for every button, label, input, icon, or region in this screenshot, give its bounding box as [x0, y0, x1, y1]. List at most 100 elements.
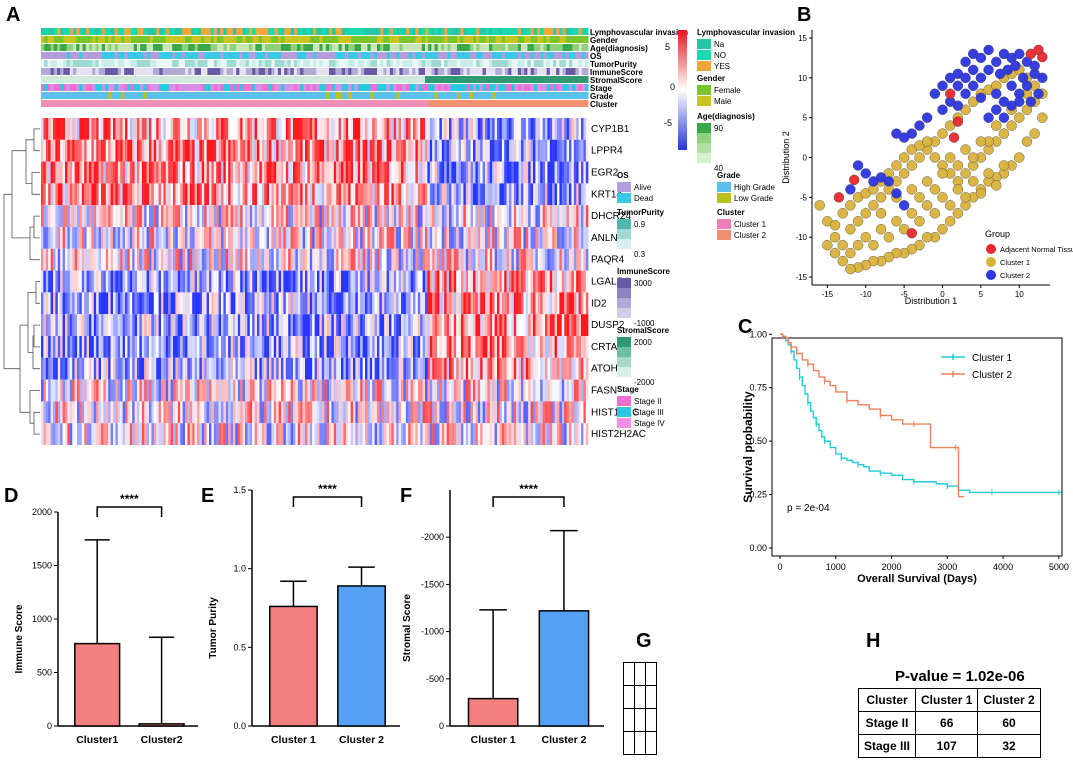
track-cell	[309, 52, 314, 59]
heatmap-cell	[470, 336, 474, 358]
track-cell	[338, 52, 343, 59]
track-cell	[476, 100, 480, 107]
track-cell	[79, 76, 83, 83]
track-cell	[489, 100, 493, 107]
heatmap-cell	[158, 183, 162, 206]
heatmap-cell	[182, 183, 186, 206]
heatmap-cell	[48, 118, 51, 140]
heatmap-cell	[444, 248, 447, 271]
track-cell	[82, 52, 87, 59]
heatmap-cell	[473, 227, 476, 249]
heatmap-cell	[578, 270, 582, 293]
track-cell	[479, 100, 483, 107]
track-cell	[271, 28, 275, 35]
heatmap-cell	[189, 270, 193, 293]
heatmap-cell	[353, 401, 356, 424]
track-cell	[297, 84, 301, 91]
heatmap-cell	[139, 423, 142, 445]
heatmap-cell	[62, 336, 66, 358]
heatmap-cell	[331, 336, 334, 358]
heatmap-cell	[139, 118, 142, 140]
heatmap-cell	[163, 270, 166, 293]
heatmap-cell	[81, 270, 85, 293]
heatmap-cell	[120, 401, 123, 424]
heatmap-cell	[477, 314, 481, 336]
track-cell	[217, 76, 221, 83]
track-cell	[380, 36, 384, 43]
track-cell	[370, 60, 375, 67]
heatmap-cell	[458, 183, 462, 206]
heatmap-cell	[144, 357, 147, 380]
heatmap-cell	[504, 248, 507, 271]
heatmap-cell	[50, 139, 54, 162]
heatmap-cell	[523, 336, 526, 358]
heatmap-cell	[72, 357, 75, 380]
heatmap-cell	[415, 270, 418, 293]
track-cell	[415, 28, 419, 35]
heatmap-cell	[194, 227, 198, 249]
heatmap-cell	[149, 379, 152, 402]
heatmap-cell	[362, 205, 366, 227]
heatmap-cell	[489, 270, 493, 293]
heatmap-cell	[374, 248, 378, 271]
heatmap-cell	[372, 270, 375, 293]
heatmap-cell	[540, 336, 543, 358]
heatmap-cell	[261, 292, 265, 315]
heatmap-cell	[333, 357, 337, 380]
heatmap-cell	[285, 118, 289, 140]
heatmap-cell	[357, 118, 361, 140]
heatmap-cell	[41, 139, 44, 162]
heatmap-cell	[302, 205, 306, 227]
track-cell	[188, 44, 192, 51]
heatmap-cell	[72, 161, 75, 184]
heatmap-cell	[504, 161, 507, 184]
heatmap-cell	[564, 227, 567, 249]
track-cell	[290, 92, 295, 99]
track-cell	[53, 52, 58, 59]
track-cell	[338, 100, 343, 107]
heatmap-cell	[492, 401, 495, 424]
track-cell	[447, 60, 451, 67]
heatmap-cell	[158, 357, 162, 380]
heatmap-cell	[72, 118, 75, 140]
heatmap-cell	[223, 161, 226, 184]
heatmap-cell	[156, 401, 159, 424]
track-cell	[434, 84, 439, 91]
heatmap-cell	[377, 183, 380, 206]
track-cell	[111, 100, 115, 107]
track-cell	[181, 84, 186, 91]
gene-label: ANLN	[591, 233, 618, 244]
track-cell	[41, 84, 45, 91]
heatmap-cell	[317, 205, 320, 227]
track-cell	[479, 36, 483, 43]
heatmap-cell	[545, 161, 548, 184]
heatmap-cell	[475, 357, 478, 380]
track-cell	[460, 28, 464, 35]
heatmap-cell	[115, 183, 118, 206]
heatmap-cell	[391, 314, 394, 336]
track-cell	[143, 60, 147, 67]
track-cell	[66, 76, 71, 83]
heatmap-cell	[398, 336, 402, 358]
heatmap-cell	[213, 314, 217, 336]
heatmap-cell	[153, 227, 157, 249]
track-cell	[332, 100, 336, 107]
heatmap-cell	[158, 161, 162, 184]
heatmap-cell	[223, 227, 226, 249]
heatmap-cell	[331, 183, 334, 206]
track-cell	[143, 52, 147, 59]
heatmap-cell	[540, 248, 543, 271]
heatmap-cell	[84, 379, 87, 402]
heatmap-cell	[230, 118, 234, 140]
track-cell	[508, 100, 512, 107]
track-cell	[127, 52, 131, 59]
track-cell	[284, 92, 288, 99]
heatmap-cell	[329, 139, 332, 162]
heatmap-cell	[319, 227, 322, 249]
heatmap-cell	[501, 314, 505, 336]
heatmap-cell	[446, 314, 450, 336]
track-cell	[143, 92, 147, 99]
track-cell	[194, 84, 199, 91]
track-cell	[517, 100, 522, 107]
heatmap-cell	[113, 118, 116, 140]
